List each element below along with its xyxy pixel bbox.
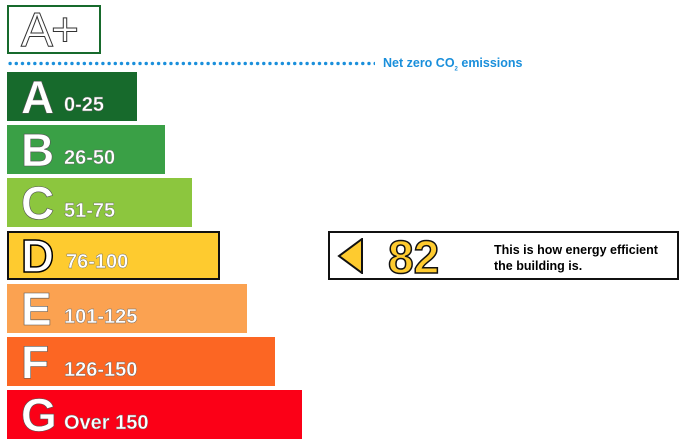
band-a-plus: A+ — [7, 4, 101, 58]
band-d: D 76-100 — [7, 229, 220, 283]
band-f: F 126-150 — [7, 336, 275, 389]
band-letter: F — [21, 336, 50, 389]
score-value: 82 — [387, 230, 440, 284]
band-range: 101-125 — [64, 306, 138, 328]
band-b: B 26-50 — [7, 124, 165, 177]
net-zero-prefix: Net zero CO — [383, 56, 455, 70]
band-a-plus-label: A+ — [20, 4, 79, 58]
band-range: 26-50 — [64, 147, 116, 169]
band-letter: A — [21, 71, 55, 124]
band-g: G Over 150 — [7, 389, 302, 442]
arrow-left-icon — [337, 238, 363, 274]
net-zero-subscript: 2 — [454, 66, 458, 73]
band-c: C 51-75 — [7, 177, 192, 230]
band-letter: E — [21, 283, 52, 336]
band-a: A 0-25 — [7, 71, 137, 124]
band-letter: G — [21, 389, 57, 442]
band-range: 76-100 — [66, 251, 129, 273]
band-range: 0-25 — [64, 94, 105, 116]
band-range: 126-150 — [64, 359, 138, 381]
band-range: 51-75 — [64, 200, 116, 222]
band-e: E 101-125 — [7, 283, 247, 336]
score-description: This is how energy efficient the buildin… — [494, 243, 658, 273]
band-range: Over 150 — [64, 412, 149, 434]
band-letter: B — [21, 124, 55, 177]
net-zero-suffix: emissions — [457, 56, 523, 70]
net-zero-label: Net zero CO2 emissions — [383, 56, 523, 73]
score-pointer: 82 This is how energy efficient the buil… — [328, 230, 679, 284]
net-zero-dotted-line — [7, 61, 375, 66]
band-letter: C — [21, 177, 55, 230]
band-letter: D — [20, 229, 55, 283]
